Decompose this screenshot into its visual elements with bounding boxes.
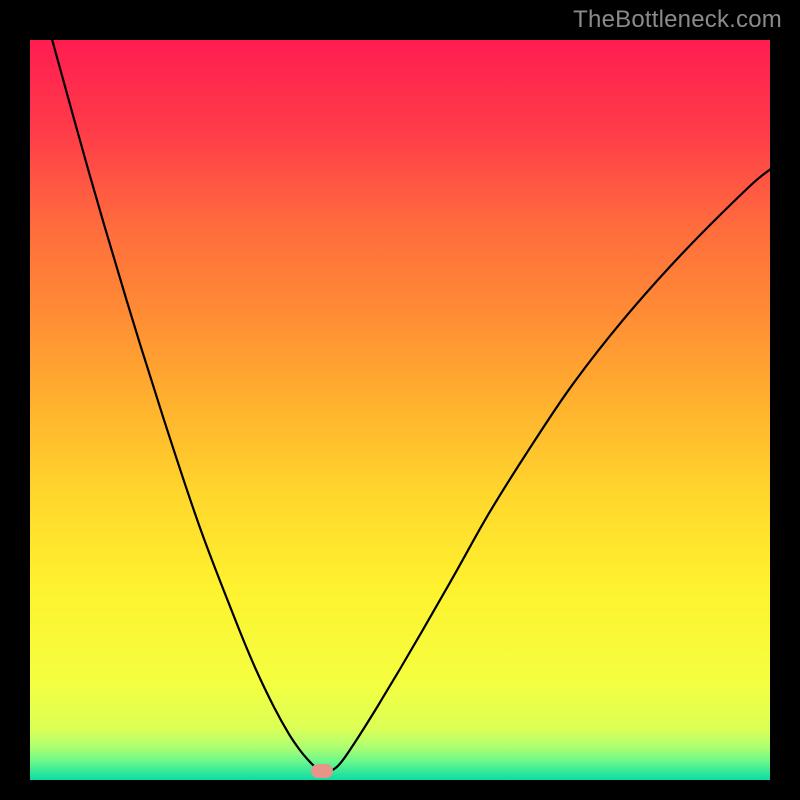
- vertex-dot: [311, 764, 333, 778]
- plot-area: [30, 40, 770, 780]
- watermark-text: TheBottleneck.com: [573, 6, 782, 34]
- chart-frame: TheBottleneck.com: [0, 0, 800, 800]
- plot-svg: [30, 40, 770, 780]
